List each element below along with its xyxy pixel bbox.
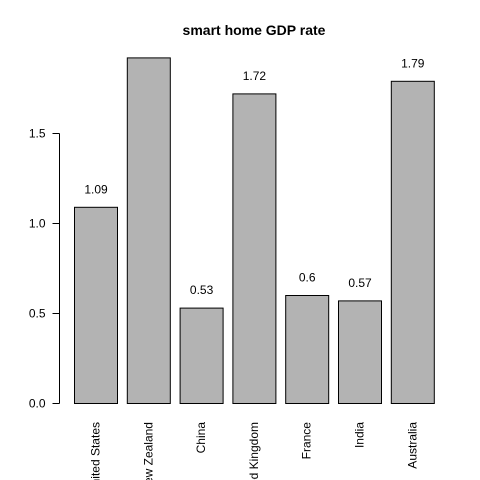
category-labels-group: United States New Zealand China United King… bbox=[89, 422, 420, 480]
x-tick-label: France bbox=[300, 422, 314, 460]
x-tick-label: United States bbox=[89, 422, 103, 480]
bar bbox=[74, 206, 118, 404]
x-tick-label: United Kingdom bbox=[247, 422, 261, 480]
bar bbox=[126, 57, 171, 405]
y-tick-label: 0.5 bbox=[29, 307, 46, 321]
y-tick-label: 1.5 bbox=[29, 127, 46, 141]
data-label: 1.09 bbox=[84, 182, 108, 196]
bar bbox=[232, 93, 277, 405]
y-tick-label: 1.0 bbox=[29, 217, 46, 231]
bars-group bbox=[74, 57, 435, 405]
data-label: 1.72 bbox=[243, 69, 267, 83]
x-tick-label: New Zealand bbox=[141, 422, 155, 480]
data-label: 0.53 bbox=[190, 283, 214, 297]
bar bbox=[179, 307, 224, 405]
data-label: 0.6 bbox=[299, 271, 316, 285]
data-label: 1.79 bbox=[401, 56, 425, 70]
bar bbox=[285, 295, 330, 404]
chart-title: smart home GDP rate bbox=[183, 22, 326, 38]
bar bbox=[390, 80, 435, 405]
x-tick-label: China bbox=[194, 422, 208, 454]
bar bbox=[338, 300, 382, 404]
y-axis: 0.0 0.5 1.0 1.5 bbox=[29, 127, 60, 411]
x-tick-label: Australia bbox=[405, 422, 419, 469]
data-label: 0.57 bbox=[348, 276, 372, 290]
data-labels-group: 1.09 0.53 1.72 0.6 0.57 1.79 bbox=[84, 56, 424, 297]
x-tick-label: India bbox=[353, 422, 367, 448]
y-tick-label: 0.0 bbox=[29, 397, 46, 411]
